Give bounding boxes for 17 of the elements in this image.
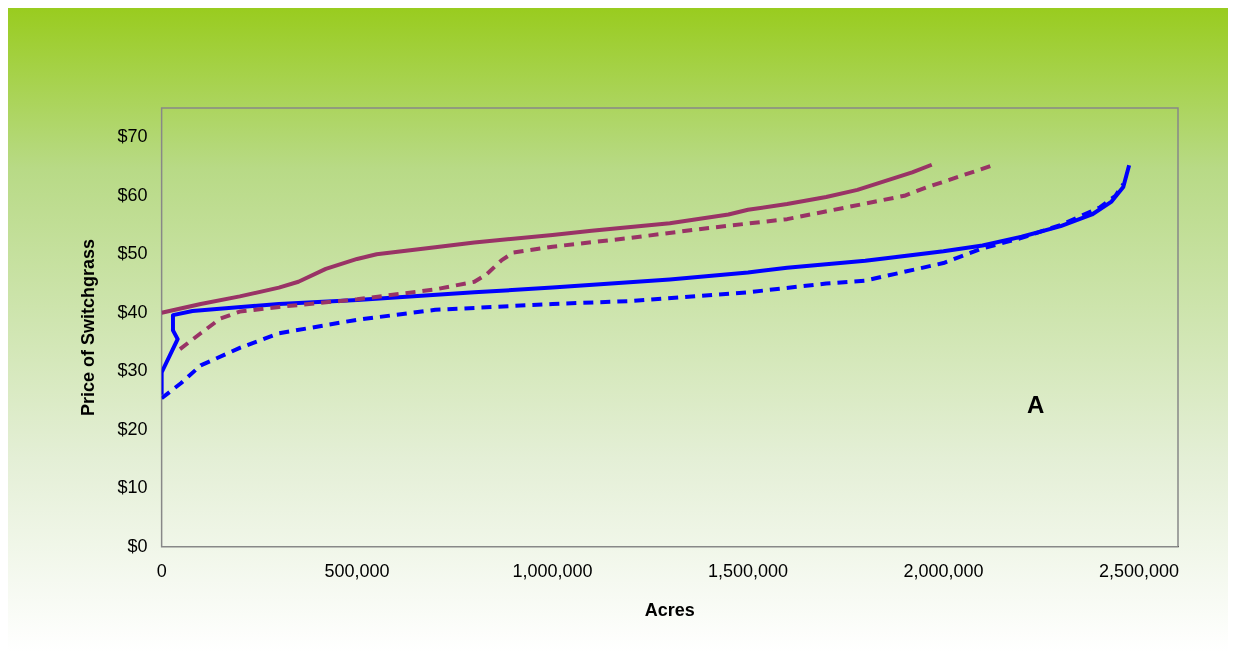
y-tick-label: $10 [117, 477, 148, 498]
y-tick-label: $60 [117, 184, 148, 205]
x-tick-label: 1,500,000 [707, 560, 789, 581]
y-tick-label: $40 [117, 301, 148, 322]
y-tick-label: $20 [117, 418, 148, 439]
x-tick-label: 500,000 [324, 560, 390, 581]
x-tick-label: 1,000,000 [512, 560, 593, 581]
y-tick-label: $70 [117, 126, 148, 147]
y-tick-label: $50 [117, 243, 148, 264]
x-tick-label: 2,500,000 [1098, 560, 1179, 581]
y-tick-label: $30 [117, 360, 148, 381]
x-tick-label: 0 [156, 560, 167, 581]
y-axis-title: Price of Switchgrass [77, 238, 98, 416]
x-axis-title: Acres [644, 600, 695, 621]
y-tick-label: $0 [127, 535, 148, 556]
annotation: A [1027, 391, 1045, 419]
x-tick-label: 2,000,000 [903, 560, 984, 581]
